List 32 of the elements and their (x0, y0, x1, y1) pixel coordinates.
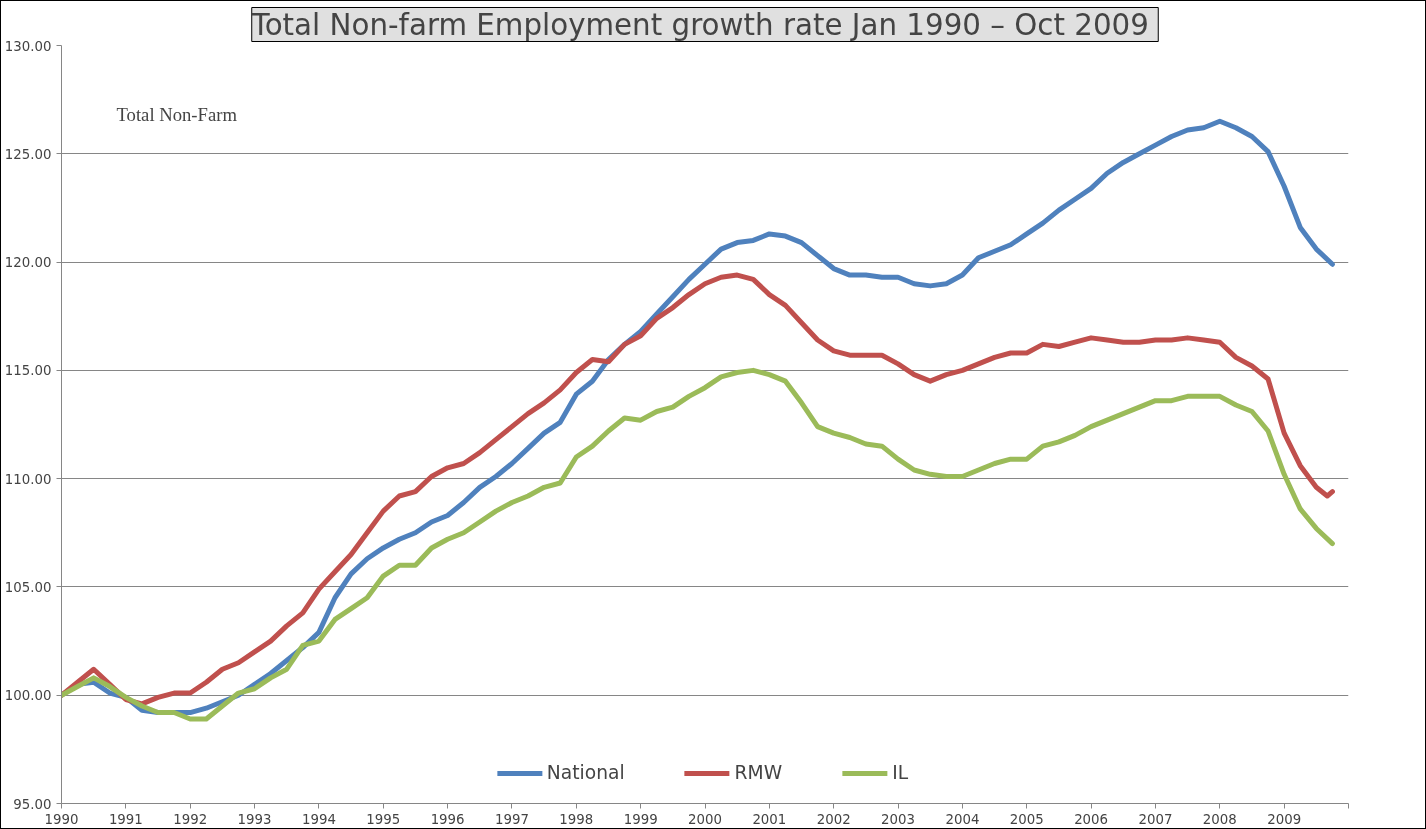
y-tick-label: 120.00 (4, 255, 52, 271)
legend-label: National (546, 762, 625, 783)
x-tick-label: 1993 (237, 811, 272, 827)
x-tick-label: 2002 (816, 811, 851, 827)
y-tick-label: 130.00 (4, 38, 52, 54)
x-tick-label: 1995 (366, 811, 401, 827)
y-tick-label: 115.00 (4, 363, 52, 379)
x-tick-label: 1996 (430, 811, 465, 827)
x-tick-label: 2006 (1074, 811, 1109, 827)
x-tick-label: 1991 (108, 811, 143, 827)
x-tick-label: 2000 (688, 811, 722, 827)
x-tick-label: 1992 (173, 811, 208, 827)
legend-label: IL (892, 762, 910, 783)
x-tick-label: 1998 (559, 811, 594, 827)
x-tick-label: 1990 (44, 811, 79, 827)
legend-label: RMW (734, 762, 783, 783)
annotation: Total Non-Farm (116, 103, 238, 125)
x-tick-label: 2003 (881, 811, 916, 827)
x-tick-label: 1999 (623, 811, 658, 827)
x-tick-label: 2008 (1202, 811, 1237, 827)
x-tick-label: 2001 (752, 811, 787, 827)
x-tick-label: 2007 (1138, 811, 1173, 827)
y-tick-label: 95.00 (13, 796, 52, 812)
x-tick-label: 1997 (494, 811, 529, 827)
x-tick-label: 2005 (1009, 811, 1044, 827)
y-tick-label: 125.00 (4, 146, 52, 162)
y-tick-label: 105.00 (4, 579, 52, 595)
y-tick-label: 100.00 (4, 688, 52, 704)
x-tick-label: 2009 (1267, 811, 1302, 827)
x-tick-label: 1994 (301, 811, 336, 827)
y-tick-label: 110.00 (4, 471, 52, 487)
x-tick-label: 2004 (945, 811, 980, 827)
